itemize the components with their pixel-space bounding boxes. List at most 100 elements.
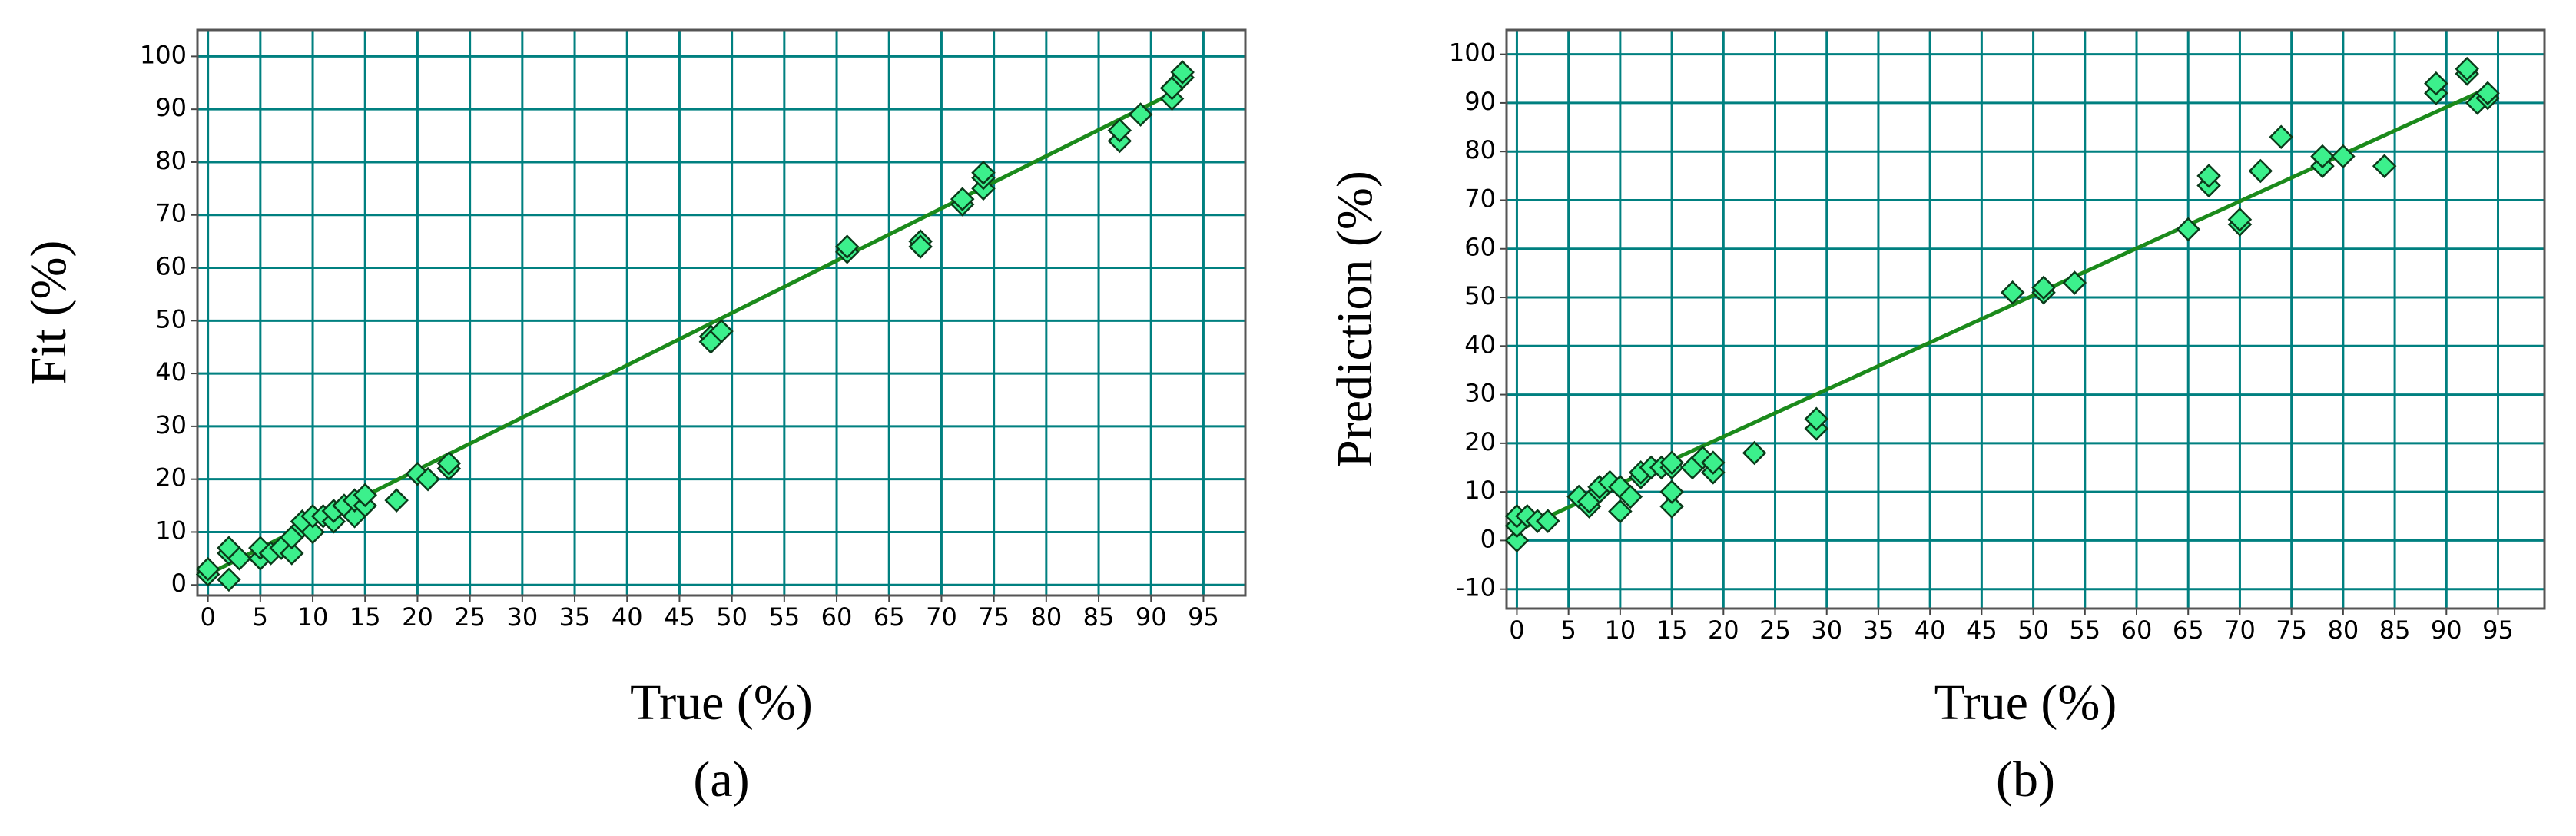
data-point xyxy=(2424,71,2448,96)
data-point xyxy=(227,546,252,571)
x-tick-label: 15 xyxy=(350,602,381,632)
data-point xyxy=(2372,154,2397,178)
x-tick-label: 45 xyxy=(1966,615,1997,645)
x-tick-label: 75 xyxy=(2276,615,2307,645)
plot-border xyxy=(196,28,1247,597)
y-tick-label: 20 xyxy=(155,463,187,493)
y-tick-label: 60 xyxy=(155,252,187,281)
x-tick-label: 0 xyxy=(1509,615,1524,645)
data-point xyxy=(2455,56,2479,81)
x-tick-label: 25 xyxy=(1759,615,1791,645)
data-point xyxy=(908,234,933,259)
x-tick-label: 5 xyxy=(253,602,268,632)
data-point xyxy=(2248,158,2273,184)
y-tick-label: 40 xyxy=(155,357,187,386)
y-tick-label: 60 xyxy=(1464,233,1496,262)
data-point xyxy=(2269,124,2293,149)
x-tick-label: 20 xyxy=(1708,615,1739,645)
x-tick-label: 80 xyxy=(1030,602,1062,632)
data-point xyxy=(1536,509,1560,533)
data-point xyxy=(1659,494,1684,519)
y-tick-label: 0 xyxy=(1480,524,1496,553)
data-point xyxy=(300,519,325,545)
x-tick-label: 75 xyxy=(978,602,1010,632)
x-tick-label: 70 xyxy=(926,602,957,632)
x-tick-label: 50 xyxy=(2017,615,2049,645)
y-axis-title: Prediction (%) xyxy=(1327,171,1383,468)
y-tick-label: 10 xyxy=(155,516,187,545)
x-tick-label: 40 xyxy=(1915,615,1946,645)
data-point xyxy=(217,567,241,592)
data-point xyxy=(1659,479,1684,504)
y-tick-label: 100 xyxy=(1449,38,1496,68)
x-tick-label: 95 xyxy=(2482,615,2514,645)
y-tick-label: 70 xyxy=(155,199,187,228)
x-tick-label: 45 xyxy=(664,602,695,632)
y-tick-label: 30 xyxy=(155,410,187,440)
data-point xyxy=(195,556,220,582)
x-axis-title: True (%) xyxy=(630,675,813,731)
y-tick-label: 70 xyxy=(1464,184,1496,213)
data-point xyxy=(2176,217,2200,242)
x-tick-label: 35 xyxy=(1863,615,1895,645)
data-point xyxy=(1170,60,1195,85)
data-point xyxy=(1618,484,1643,509)
y-tick-label: 100 xyxy=(140,40,187,69)
x-tick-label: 85 xyxy=(2379,615,2411,645)
data-point xyxy=(2196,164,2221,188)
plot-border xyxy=(1505,28,2546,610)
data-point xyxy=(384,488,409,513)
data-point xyxy=(2062,270,2087,295)
data-point xyxy=(1659,450,1684,475)
y-tick-label: 40 xyxy=(1464,330,1496,359)
x-tick-label: 15 xyxy=(1656,615,1688,645)
x-tick-label: 30 xyxy=(1811,615,1842,645)
x-tick-label: 65 xyxy=(874,602,905,632)
y-tick-label: 30 xyxy=(1464,379,1496,408)
data-point xyxy=(1504,528,1530,553)
x-tick-label: 30 xyxy=(506,602,538,632)
data-point xyxy=(2475,81,2500,106)
x-tick-label: 55 xyxy=(2069,615,2100,645)
y-tick-label: 20 xyxy=(1464,427,1496,456)
data-point xyxy=(2310,144,2335,169)
x-tick-label: 85 xyxy=(1083,602,1115,632)
x-tick-label: 35 xyxy=(559,602,591,632)
x-tick-label: 70 xyxy=(2224,615,2256,645)
data-point xyxy=(709,319,734,343)
x-tick-label: 40 xyxy=(612,602,643,632)
y-axis-title: Fit (%) xyxy=(21,241,77,386)
y-tick-label: 80 xyxy=(155,146,187,175)
y-tick-label: 50 xyxy=(155,304,187,333)
x-tick-label: 60 xyxy=(2121,615,2153,645)
y-tick-label: 90 xyxy=(1464,87,1496,116)
y-tick-label: 90 xyxy=(155,93,187,122)
x-tick-label: 90 xyxy=(1135,602,1167,632)
x-tick-label: 5 xyxy=(1560,615,1576,645)
x-tick-label: 10 xyxy=(297,602,329,632)
x-tick-label: 65 xyxy=(2173,615,2204,645)
x-tick-label: 0 xyxy=(200,602,215,632)
y-tick-label: 10 xyxy=(1464,476,1496,505)
plot-area xyxy=(1507,30,2545,609)
data-point xyxy=(436,451,462,476)
data-point xyxy=(950,187,975,211)
data-point xyxy=(2000,280,2025,305)
x-tick-label: 50 xyxy=(716,602,748,632)
data-point xyxy=(1608,499,1633,524)
data-point xyxy=(353,483,378,508)
data-point xyxy=(2031,275,2056,300)
x-tick-label: 55 xyxy=(768,602,800,632)
y-tick-label: 0 xyxy=(171,569,187,598)
y-tick-label: 50 xyxy=(1464,281,1496,310)
data-point xyxy=(1128,102,1153,127)
y-tick-label: -10 xyxy=(1456,573,1496,602)
data-point xyxy=(1107,118,1132,143)
x-tick-label: 25 xyxy=(454,602,486,632)
data-point xyxy=(834,234,860,259)
data-point xyxy=(279,541,304,566)
caption: (b) xyxy=(1996,751,2055,808)
x-tick-label: 80 xyxy=(2328,615,2359,645)
